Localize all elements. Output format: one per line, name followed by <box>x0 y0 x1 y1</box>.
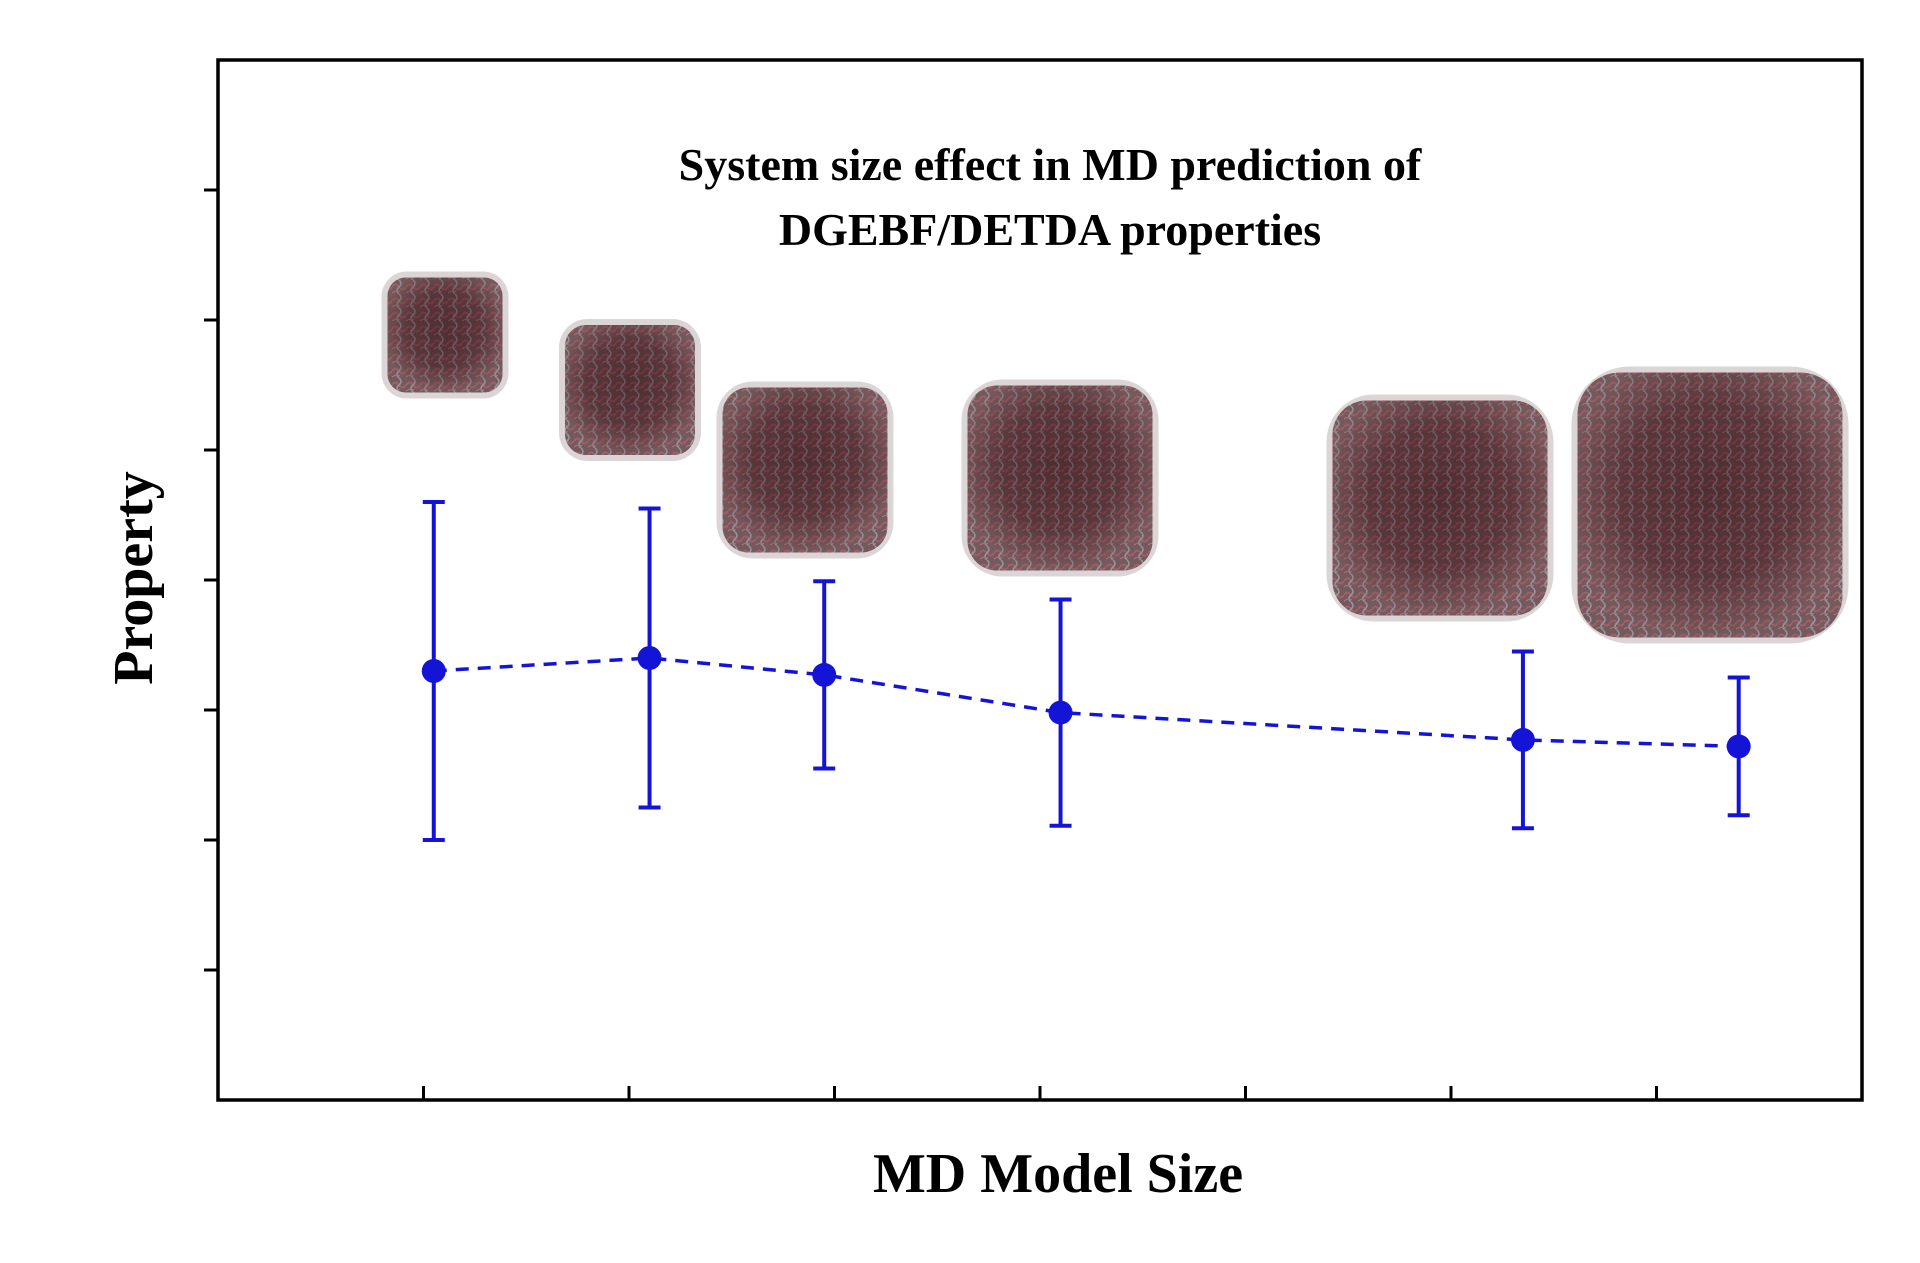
model-cube-4 <box>961 379 1159 577</box>
x-axis-label: MD Model Size <box>873 1143 1243 1205</box>
model-cube-6 <box>1571 366 1849 644</box>
model-cube-3 <box>716 381 894 559</box>
data-point-5 <box>1510 727 1535 752</box>
data-point-6 <box>1726 734 1751 759</box>
y-ticks <box>204 188 218 972</box>
data-layer <box>421 500 1751 842</box>
y-axis-label: Property <box>103 471 165 685</box>
chart-title-line-2: DGEBF/DETDA properties <box>779 204 1321 255</box>
model-cube-5 <box>1326 394 1554 622</box>
model-cube-1 <box>381 271 509 399</box>
model-cube-5-shade <box>1332 400 1548 616</box>
model-cube-3-shade <box>722 387 888 553</box>
data-point-3 <box>812 662 837 687</box>
model-images <box>381 271 1849 644</box>
model-cube-6-shade <box>1577 372 1843 638</box>
model-cube-1-shade <box>387 277 503 393</box>
series-1-line <box>433 656 1739 749</box>
data-point-2 <box>637 646 662 670</box>
data-point-1 <box>421 659 446 683</box>
chart-title-line-1: System size effect in MD prediction of <box>679 139 1422 190</box>
data-point-4 <box>1048 700 1073 725</box>
model-cube-4-shade <box>967 385 1153 571</box>
x-ticks <box>422 1086 1658 1100</box>
model-cube-2-shade <box>565 325 695 455</box>
model-cube-2 <box>559 319 701 461</box>
